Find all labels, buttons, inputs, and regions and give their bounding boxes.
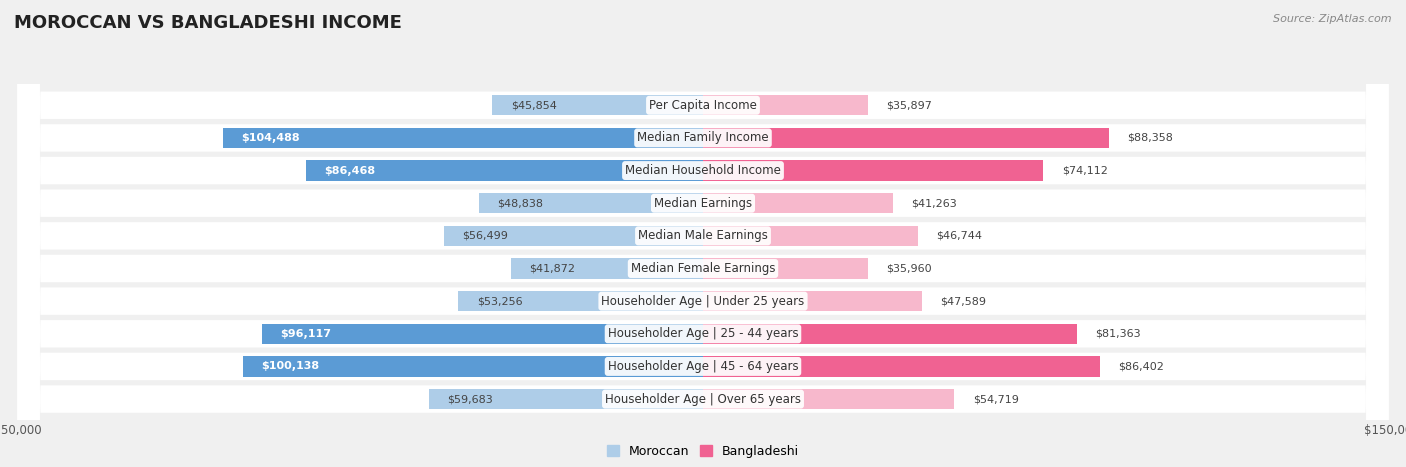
FancyBboxPatch shape: [17, 0, 1389, 467]
Text: Householder Age | Under 25 years: Householder Age | Under 25 years: [602, 295, 804, 308]
Text: $47,589: $47,589: [941, 296, 986, 306]
Bar: [510, 258, 703, 279]
Text: Householder Age | 25 - 44 years: Householder Age | 25 - 44 years: [607, 327, 799, 340]
FancyBboxPatch shape: [17, 0, 1389, 467]
Bar: [429, 389, 703, 409]
Text: $88,358: $88,358: [1128, 133, 1173, 143]
FancyBboxPatch shape: [17, 0, 1389, 467]
Bar: [703, 193, 893, 213]
Bar: [703, 161, 1043, 181]
Text: $81,363: $81,363: [1095, 329, 1140, 339]
Bar: [703, 95, 868, 115]
Text: $59,683: $59,683: [447, 394, 494, 404]
Text: MOROCCAN VS BANGLADESHI INCOME: MOROCCAN VS BANGLADESHI INCOME: [14, 14, 402, 32]
Text: $53,256: $53,256: [477, 296, 523, 306]
Text: $74,112: $74,112: [1062, 166, 1108, 176]
FancyBboxPatch shape: [17, 0, 1389, 467]
FancyBboxPatch shape: [17, 0, 1389, 467]
Bar: [703, 128, 1109, 148]
Text: $41,872: $41,872: [529, 263, 575, 274]
Bar: [243, 356, 703, 376]
Text: $86,402: $86,402: [1118, 361, 1164, 371]
Text: Per Capita Income: Per Capita Income: [650, 99, 756, 112]
Text: $100,138: $100,138: [262, 361, 319, 371]
Text: Householder Age | 45 - 64 years: Householder Age | 45 - 64 years: [607, 360, 799, 373]
Text: $46,744: $46,744: [936, 231, 981, 241]
Text: Median Earnings: Median Earnings: [654, 197, 752, 210]
Bar: [703, 258, 868, 279]
Text: Source: ZipAtlas.com: Source: ZipAtlas.com: [1274, 14, 1392, 24]
Bar: [307, 161, 703, 181]
Bar: [703, 324, 1077, 344]
Text: Median Female Earnings: Median Female Earnings: [631, 262, 775, 275]
Text: Median Family Income: Median Family Income: [637, 131, 769, 144]
Bar: [443, 226, 703, 246]
FancyBboxPatch shape: [17, 0, 1389, 467]
FancyBboxPatch shape: [17, 0, 1389, 467]
Bar: [703, 389, 955, 409]
Text: $45,854: $45,854: [510, 100, 557, 110]
Bar: [458, 291, 703, 311]
Bar: [262, 324, 703, 344]
Legend: Moroccan, Bangladeshi: Moroccan, Bangladeshi: [606, 445, 800, 458]
Bar: [224, 128, 703, 148]
FancyBboxPatch shape: [17, 0, 1389, 467]
Bar: [703, 356, 1099, 376]
Text: $35,960: $35,960: [887, 263, 932, 274]
Bar: [478, 193, 703, 213]
Text: Median Household Income: Median Household Income: [626, 164, 780, 177]
Text: $35,897: $35,897: [886, 100, 932, 110]
Text: $96,117: $96,117: [280, 329, 330, 339]
Text: $41,263: $41,263: [911, 198, 956, 208]
Bar: [492, 95, 703, 115]
Bar: [703, 291, 921, 311]
Bar: [703, 226, 918, 246]
Text: Median Male Earnings: Median Male Earnings: [638, 229, 768, 242]
Text: $104,488: $104,488: [242, 133, 299, 143]
Text: $48,838: $48,838: [498, 198, 543, 208]
Text: Householder Age | Over 65 years: Householder Age | Over 65 years: [605, 393, 801, 405]
FancyBboxPatch shape: [17, 0, 1389, 467]
Text: $54,719: $54,719: [973, 394, 1018, 404]
Text: $56,499: $56,499: [463, 231, 508, 241]
Text: $86,468: $86,468: [325, 166, 375, 176]
FancyBboxPatch shape: [17, 0, 1389, 467]
